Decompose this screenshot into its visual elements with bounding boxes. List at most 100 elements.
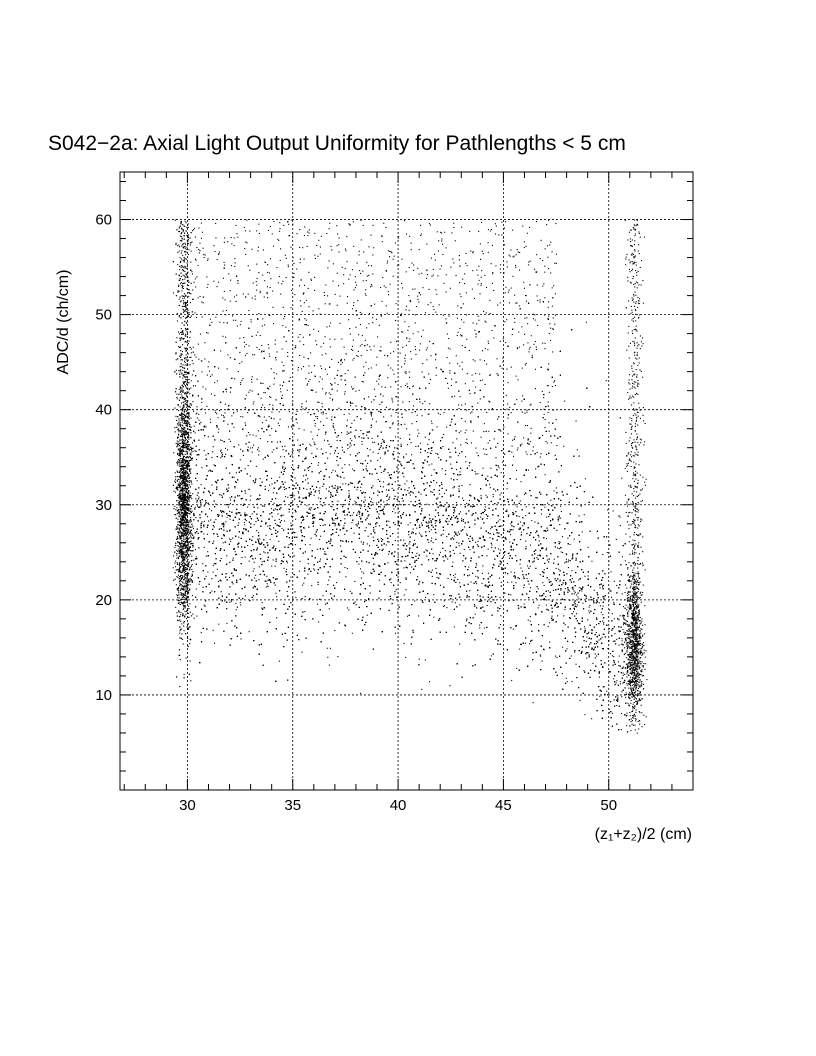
data-point: [358, 513, 360, 515]
data-point: [268, 490, 270, 492]
data-point: [613, 678, 615, 680]
data-point: [465, 558, 467, 560]
data-point: [364, 460, 366, 462]
data-point: [334, 525, 336, 527]
data-point: [637, 527, 639, 529]
data-point: [529, 643, 531, 645]
data-point: [251, 451, 253, 453]
data-point: [578, 623, 580, 625]
data-point: [208, 470, 210, 472]
data-point: [357, 521, 359, 523]
data-point: [339, 476, 341, 478]
data-point: [456, 541, 458, 543]
data-point: [306, 505, 308, 507]
data-point: [373, 441, 375, 443]
data-point: [523, 493, 525, 495]
data-point: [501, 461, 503, 463]
data-point: [399, 352, 401, 354]
data-point: [194, 506, 196, 508]
data-point: [257, 449, 259, 451]
data-point: [250, 495, 252, 497]
data-point: [449, 451, 451, 453]
data-point: [454, 510, 456, 512]
data-point: [420, 294, 422, 296]
data-point: [228, 538, 230, 540]
data-point: [527, 565, 529, 567]
data-point: [612, 640, 614, 642]
grid-lines: [120, 172, 693, 790]
data-point: [536, 503, 538, 505]
data-point: [283, 488, 285, 490]
data-point: [305, 479, 307, 481]
data-point: [298, 570, 300, 572]
data-point: [300, 502, 302, 504]
data-point: [218, 514, 220, 516]
data-point: [526, 578, 528, 580]
data-point: [428, 439, 430, 441]
data-point: [196, 500, 198, 502]
data-point: [216, 568, 218, 570]
data-point: [621, 556, 623, 558]
data-point: [468, 538, 470, 540]
data-point: [214, 642, 216, 644]
data-point: [267, 525, 269, 527]
data-point: [380, 471, 382, 473]
data-point: [347, 448, 349, 450]
data-point: [637, 436, 639, 438]
data-point: [318, 497, 320, 499]
data-point: [198, 496, 200, 498]
data-point: [290, 467, 292, 469]
data-point: [470, 581, 472, 583]
data-point: [537, 607, 539, 609]
data-point: [397, 554, 399, 556]
data-point: [229, 529, 231, 531]
data-point: [486, 555, 488, 557]
data-point: [203, 546, 205, 548]
data-point: [417, 435, 419, 437]
data-point: [477, 540, 479, 542]
data-point: [551, 615, 553, 617]
data-point: [232, 557, 234, 559]
data-point: [481, 572, 483, 574]
data-point: [238, 536, 240, 538]
data-point: [492, 494, 494, 496]
data-point: [185, 553, 187, 555]
data-point: [303, 302, 305, 304]
data-point: [257, 540, 259, 542]
data-point: [307, 467, 309, 469]
data-point: [390, 582, 392, 584]
data-point: [431, 463, 433, 465]
data-point: [507, 433, 509, 435]
data-point: [468, 566, 470, 568]
data-point: [573, 590, 575, 592]
data-point: [232, 583, 234, 585]
data-point: [255, 480, 257, 482]
data-point: [261, 561, 263, 563]
data-point: [500, 581, 502, 583]
data-point: [306, 447, 308, 449]
data-point: [256, 499, 258, 501]
data-point: [610, 653, 612, 655]
data-point: [300, 522, 302, 524]
data-point: [398, 573, 400, 575]
data-point: [537, 588, 539, 590]
data-point: [295, 518, 297, 520]
data-point: [278, 518, 280, 520]
data-point: [562, 552, 564, 554]
data-point: [439, 584, 441, 586]
data-point: [588, 606, 590, 608]
data-point: [265, 586, 267, 588]
data-point: [503, 475, 505, 477]
data-point: [329, 397, 331, 399]
data-point: [309, 507, 311, 509]
data-point: [272, 559, 274, 561]
data-point: [242, 533, 244, 535]
data-point: [360, 692, 362, 694]
data-point: [352, 468, 354, 470]
data-point: [616, 705, 618, 707]
data-point: [307, 467, 309, 469]
data-point: [227, 490, 229, 492]
data-point: [535, 468, 537, 470]
data-point: [636, 534, 638, 536]
data-point: [239, 601, 241, 603]
